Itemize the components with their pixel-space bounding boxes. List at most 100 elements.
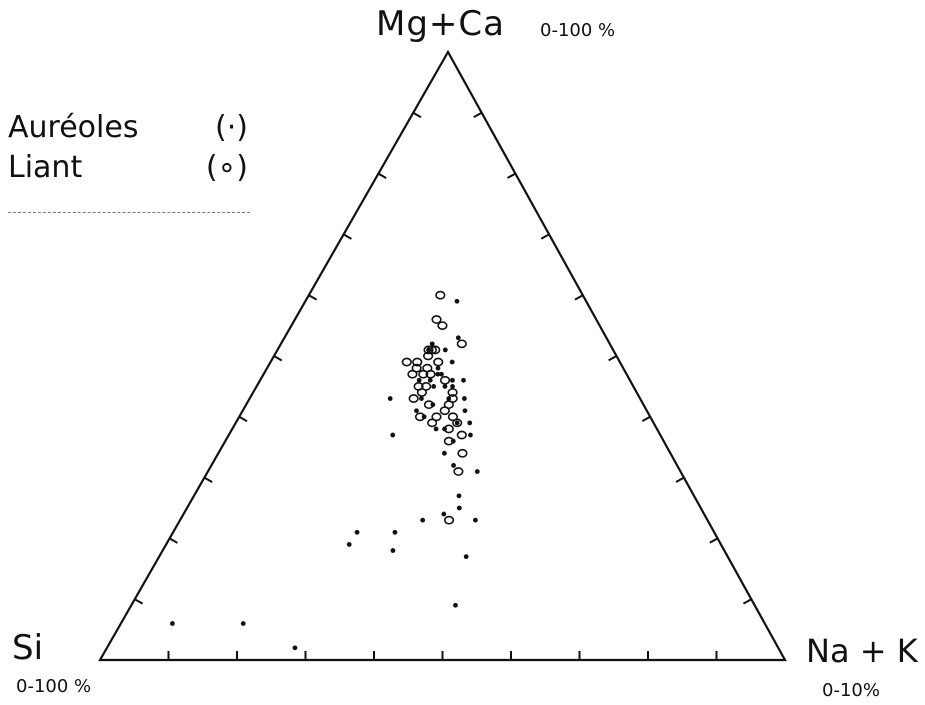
liant-point	[439, 375, 451, 385]
liant-point	[443, 515, 455, 525]
aureole-point	[462, 408, 468, 414]
aureole-point	[390, 548, 396, 553]
aureole-point	[416, 377, 422, 383]
aureole-point	[456, 493, 462, 499]
liant-point	[437, 321, 448, 330]
apex-top-range: 0-100 %	[540, 20, 616, 41]
aureole-point	[449, 359, 455, 365]
liant-point	[435, 290, 446, 300]
tick-left	[343, 233, 352, 240]
liant-point	[439, 406, 450, 416]
tick-right	[709, 537, 719, 544]
liant-point	[431, 412, 442, 422]
aureole-point	[441, 450, 447, 456]
liant-point	[421, 381, 432, 391]
legend-divider	[8, 212, 250, 213]
liant-point	[456, 339, 467, 349]
tick-right	[608, 355, 617, 362]
aureole-point	[427, 377, 433, 383]
aureole-point	[433, 426, 439, 432]
liant-point	[443, 436, 454, 446]
aureole-point	[461, 377, 466, 383]
apex-left-label: Si	[12, 628, 44, 668]
tick-right	[641, 415, 651, 423]
tick-right	[507, 172, 516, 179]
tick-right	[540, 233, 550, 240]
tick-right	[742, 598, 752, 605]
aureole-point	[450, 377, 455, 383]
aureole-point	[441, 511, 447, 517]
aureole-point	[346, 542, 352, 547]
aureole-point	[169, 621, 175, 626]
liant-point	[447, 412, 459, 422]
liant-point	[423, 400, 435, 410]
tick-marks	[134, 111, 752, 660]
liant-point	[431, 315, 442, 324]
aureole-point	[442, 347, 448, 353]
liant-point	[456, 430, 467, 440]
aureole-point	[435, 371, 441, 377]
tick-right	[574, 294, 584, 301]
aureole-point	[453, 602, 458, 608]
aureole-point	[439, 371, 444, 377]
aureole-point	[450, 384, 455, 389]
liant-point	[433, 357, 444, 367]
aureole-point	[467, 420, 473, 426]
liant-point	[412, 357, 423, 367]
liant-point	[401, 357, 412, 367]
liant-point	[452, 418, 463, 428]
tick-left	[238, 415, 248, 423]
liant-point	[416, 388, 428, 397]
tick-left	[203, 476, 213, 483]
liant-point	[443, 424, 454, 434]
apex-top-label: Mg+Ca	[376, 4, 505, 44]
aureole-point	[473, 517, 478, 523]
aureole-point	[419, 396, 424, 401]
aureole-point	[455, 335, 461, 341]
aureole-point	[431, 384, 437, 389]
liant-point	[407, 369, 418, 379]
aureole-point	[420, 517, 426, 523]
aureole-point	[240, 621, 246, 626]
tick-left	[134, 598, 144, 605]
aureole-point	[451, 463, 456, 468]
liant-point	[427, 418, 438, 428]
liant-point	[408, 394, 419, 403]
tick-left	[169, 537, 178, 544]
triangle-frame	[98, 49, 787, 662]
legend: Auréoles (·) Liant (∘)	[8, 108, 248, 188]
apex-right-range: 0-10%	[822, 680, 880, 701]
aureole-point	[454, 298, 460, 304]
liant-point	[411, 363, 422, 373]
liant-point	[453, 467, 464, 476]
legend-label: Liant	[8, 150, 83, 185]
liant-point	[447, 388, 458, 397]
tick-right	[473, 111, 483, 119]
tick-left	[377, 172, 387, 179]
aureole-point	[414, 408, 419, 414]
aureole-point	[435, 365, 441, 371]
aureole-point	[454, 420, 460, 426]
liant-point	[423, 345, 434, 355]
triangle-outline	[98, 49, 787, 662]
legend-item-aureoles: Auréoles (·)	[8, 108, 248, 148]
aureole-point	[429, 341, 435, 347]
apex-left-range: 0-100 %	[16, 676, 92, 697]
liant-point	[422, 363, 433, 373]
tick-left	[412, 111, 422, 119]
liant-point	[426, 345, 437, 355]
aureole-point	[442, 384, 448, 389]
legend-item-liant: Liant (∘)	[8, 148, 248, 188]
tick-left	[273, 355, 283, 362]
data-points	[169, 290, 480, 651]
aureole-point	[392, 529, 398, 535]
legend-symbol: (·)	[215, 110, 248, 145]
aureole-point	[387, 396, 393, 401]
tick-right	[675, 476, 685, 483]
liant-point	[430, 345, 441, 355]
aureole-point	[292, 645, 298, 651]
aureole-point	[474, 469, 480, 474]
aureole-point	[468, 432, 473, 438]
aureole-point	[461, 396, 467, 401]
